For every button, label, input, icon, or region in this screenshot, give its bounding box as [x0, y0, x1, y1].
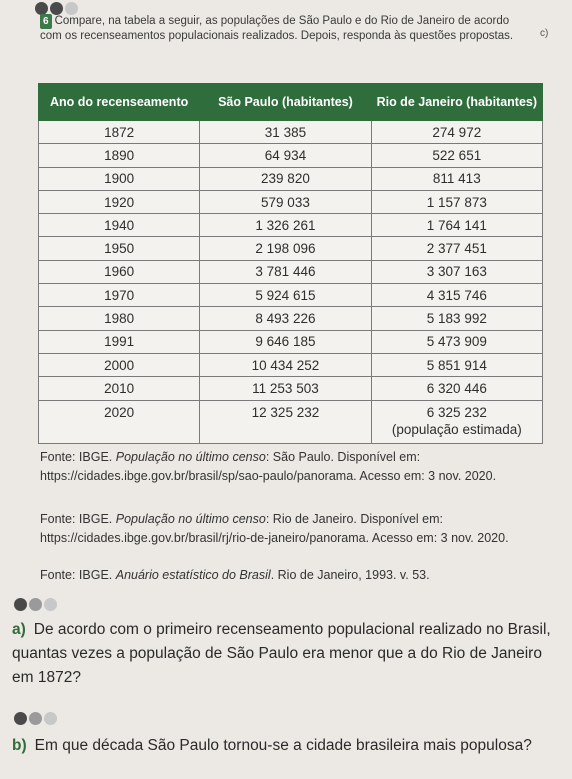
estimate-note: (população estimada)	[391, 421, 522, 437]
dot-icon	[65, 2, 78, 15]
source-1-title: População no último censo	[115, 450, 266, 464]
cell-year: 2010	[37, 376, 201, 401]
difficulty-dots-top	[35, 2, 78, 15]
cell-sao-paulo: 5 924 615	[199, 283, 372, 308]
dot-icon	[29, 598, 42, 611]
dot-icon	[44, 598, 57, 611]
table-row: 1970 5 924 615 4 315 746	[37, 283, 544, 308]
cell-year: 1991	[37, 329, 201, 354]
dot-icon	[44, 712, 57, 725]
cell-rio: 1 157 873	[370, 189, 544, 215]
dot-icon	[29, 712, 42, 725]
cell-year: 1970	[37, 283, 201, 308]
source-2-prefix: Fonte: IBGE.	[40, 512, 116, 526]
cell-sao-paulo: 10 434 252	[199, 352, 372, 378]
cell-year: 2000	[37, 352, 201, 378]
source-3-rest: . Rio de Janeiro, 1993. v. 53.	[270, 568, 430, 582]
table-row: 1991 9 646 185 5 473 909	[37, 329, 544, 354]
source-2-rest: : Rio de Janeiro. Disponível em: https:/…	[40, 512, 509, 545]
header-sao-paulo: São Paulo (habitantes)	[199, 83, 372, 121]
cell-sao-paulo: 579 033	[199, 189, 372, 215]
source-1-rest: : São Paulo. Disponível em: https://cida…	[40, 450, 497, 483]
cell-rio: 3 307 163	[370, 259, 544, 285]
cell-sao-paulo: 11 253 503	[199, 376, 372, 401]
cell-year: 1890	[37, 143, 201, 168]
cell-sao-paulo: 3 781 446	[199, 259, 372, 285]
cell-rio: 6 320 446	[370, 376, 544, 401]
dot-icon	[50, 2, 63, 15]
source-2-title: População no último censo	[115, 512, 266, 526]
header-rio: Rio de Janeiro (habitantes)	[370, 83, 544, 121]
question-intro-text: Compare, na tabela a seguir, as populaçõ…	[40, 15, 514, 42]
cell-year: 1920	[37, 189, 201, 215]
table-row: 1960 3 781 446 3 307 163	[37, 259, 544, 285]
table-row: 2000 10 434 252 5 851 914	[37, 352, 544, 378]
cell-rio: 5 183 992	[370, 306, 544, 331]
cell-rio: 522 651	[370, 143, 544, 168]
cell-sao-paulo: 9 646 185	[199, 329, 372, 354]
table-body: 1872 31 385 274 972 1890 64 934 522 651 1900 23…	[37, 119, 544, 401]
cell-sao-paulo: 12 325 232	[199, 399, 372, 444]
cell-year: 1960	[37, 259, 201, 285]
dot-icon	[14, 598, 27, 611]
source-3: Fonte: IBGE. Anuário estatístico do Bras…	[40, 566, 552, 585]
source-1: Fonte: IBGE. População no último censo: …	[40, 448, 552, 486]
table-row: 1890 64 934 522 651	[37, 143, 544, 168]
cell-rio: 6 325 232 (população estimada)	[370, 399, 544, 444]
source-1-prefix: Fonte: IBGE.	[40, 450, 116, 464]
dot-icon	[14, 712, 27, 725]
item-b: b) Em que década São Paulo tornou-se a ci…	[12, 734, 560, 758]
source-3-title: Anuário estatístico do Brasil	[115, 568, 271, 582]
cell-rio: 2 377 451	[370, 236, 544, 261]
table-row: 1980 8 493 226 5 183 992	[37, 306, 544, 331]
cell-sao-paulo: 2 198 096	[199, 236, 372, 261]
cell-rio-value: 6 325 232	[426, 404, 487, 420]
header-year: Ano do recenseamento	[37, 83, 201, 121]
difficulty-dots-b	[14, 712, 57, 725]
item-a-letter: a)	[12, 621, 26, 638]
cell-year: 1872	[37, 119, 201, 145]
source-2: Fonte: IBGE. População no último censo: …	[40, 510, 552, 548]
difficulty-dots-a	[14, 598, 57, 611]
cell-rio: 274 972	[370, 119, 544, 145]
item-b-text: Em que década São Paulo tornou-se a cida…	[34, 737, 532, 754]
cell-year: 2020	[37, 399, 201, 444]
cell-sao-paulo: 239 820	[199, 166, 372, 191]
cell-year: 1950	[37, 236, 201, 261]
item-b-letter: b)	[12, 737, 27, 754]
cell-sao-paulo: 8 493 226	[199, 306, 372, 331]
table-row: 1872 31 385 274 972	[37, 119, 544, 145]
table-row: 1950 2 198 096 2 377 451	[37, 236, 544, 261]
item-a: a) De acordo com o primeiro recenseamento…	[12, 618, 560, 690]
table-row: 1940 1 326 261 1 764 141	[37, 213, 544, 238]
cell-rio: 4 315 746	[370, 283, 544, 308]
cell-rio: 5 473 909	[370, 329, 544, 354]
cell-sao-paulo: 31 385	[199, 119, 372, 145]
side-item-label: c)	[540, 28, 549, 39]
table-row: 1920 579 033 1 157 873	[37, 189, 544, 215]
table-row: 1900 239 820 811 413	[37, 166, 544, 191]
question-number-badge: 6	[40, 14, 52, 29]
cell-sao-paulo: 64 934	[199, 143, 372, 168]
source-3-prefix: Fonte: IBGE.	[40, 568, 116, 582]
cell-year: 1980	[37, 306, 201, 331]
table-row: 2010 11 253 503 6 320 446	[37, 376, 544, 401]
cell-year: 1940	[37, 213, 201, 238]
cell-sao-paulo: 1 326 261	[199, 213, 372, 238]
table-header-row: Ano do recenseamento São Paulo (habitant…	[37, 83, 544, 121]
item-a-text: De acordo com o primeiro recenseamento p…	[12, 621, 551, 686]
cell-rio: 1 764 141	[370, 213, 544, 238]
table-row: 2020 12 325 232 6 325 232 (população est…	[37, 399, 544, 444]
cell-rio: 5 851 914	[370, 352, 544, 378]
population-table: Ano do recenseamento São Paulo (habitant…	[37, 83, 544, 444]
cell-rio: 811 413	[370, 166, 544, 191]
dot-icon	[35, 2, 48, 15]
question-intro: 6 Compare, na tabela a seguir, as populaç…	[40, 14, 520, 44]
cell-year: 1900	[37, 166, 201, 191]
